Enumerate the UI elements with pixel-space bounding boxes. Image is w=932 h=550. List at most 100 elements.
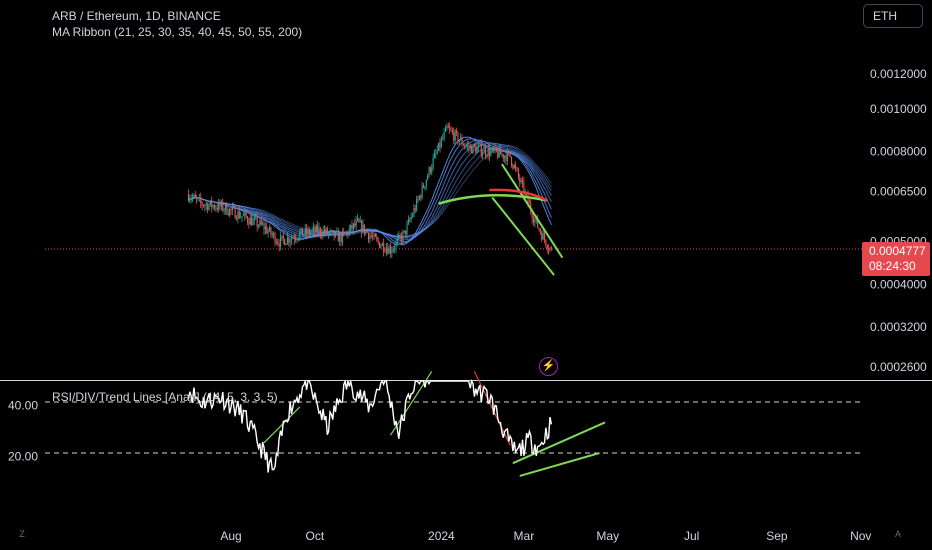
candle-body — [542, 233, 544, 240]
candle-body — [380, 245, 382, 248]
candle-body — [377, 239, 379, 242]
candle-body — [434, 153, 436, 158]
candle-body — [489, 148, 491, 156]
price-pane[interactable]: 0.0012000 0.0010000 0.0008000 0.0006500 0.00… — [45, 67, 927, 374]
candle-body — [418, 196, 420, 200]
ma-ribbon-legend[interactable]: MA Ribbon (21, 25, 30, 35, 40, 45, 50, 5… — [52, 25, 303, 39]
candle-body — [423, 185, 425, 188]
candle-body — [451, 130, 453, 133]
candle-body — [462, 144, 464, 146]
countdown-timer: 08:24:30 — [869, 259, 916, 273]
trend-line-lower — [491, 196, 555, 276]
candle-body — [269, 227, 271, 232]
rsi-line — [187, 378, 553, 473]
candle-body — [200, 197, 202, 203]
candle-body — [512, 164, 514, 168]
candle-body — [390, 247, 392, 254]
candle-body — [297, 238, 299, 240]
candle-body — [318, 228, 320, 233]
candle-body — [454, 130, 456, 141]
candle-body — [299, 232, 301, 239]
auto-scale-toggle[interactable]: A — [894, 529, 901, 539]
candle-body — [517, 169, 519, 177]
candle-body — [363, 224, 365, 234]
candle-body — [421, 185, 423, 198]
candle-body — [416, 198, 418, 211]
candle-body — [207, 203, 209, 210]
candle-body — [443, 131, 445, 139]
candle-body — [483, 148, 485, 153]
candle-body — [205, 203, 207, 206]
candle-body — [201, 202, 203, 206]
candle-body — [420, 196, 422, 198]
candle-body — [425, 180, 427, 187]
candle-body — [337, 231, 339, 242]
candle-body — [267, 231, 269, 234]
candle-body — [494, 147, 496, 151]
candle-body — [549, 247, 551, 250]
candle-body — [361, 220, 363, 233]
price-tick-label: 0.0008000 — [870, 145, 927, 159]
candle-body — [319, 228, 321, 234]
candle-body — [249, 217, 251, 225]
currency-button[interactable]: ETH — [863, 4, 923, 28]
candle-body — [347, 231, 349, 235]
candle-body — [395, 241, 397, 248]
candle-body — [501, 154, 503, 155]
candle-body — [270, 227, 272, 235]
candle-body — [286, 237, 288, 244]
candle-body — [196, 197, 198, 199]
time-tick-label: Oct — [306, 529, 325, 543]
candle-body — [520, 180, 522, 183]
candle-body — [259, 220, 261, 226]
time-axis[interactable]: Aug Oct 2024 Mar May Jul Sep Nov — [220, 529, 871, 543]
candle-body — [392, 248, 394, 251]
candle-body — [296, 239, 298, 241]
rsi-pane[interactable]: 40.00 20.00 — [8, 371, 862, 477]
candle-body — [280, 236, 282, 247]
rsi-trend-upper — [512, 421, 606, 465]
price-tick-label: 0.0003200 — [870, 320, 927, 334]
candle-body — [534, 219, 536, 223]
candle-body — [505, 155, 507, 162]
lightning-icon[interactable]: ⚡ — [539, 357, 558, 376]
candle-body — [373, 233, 375, 237]
candle-body — [490, 150, 492, 156]
candle-body — [537, 218, 539, 228]
candle-body — [348, 229, 350, 235]
candle-body — [531, 211, 533, 219]
candle-body — [214, 205, 216, 209]
candle-body — [366, 230, 368, 233]
candle-body — [293, 237, 295, 240]
candle-body — [469, 145, 471, 148]
candle-body — [302, 228, 304, 236]
candle-body — [355, 220, 357, 226]
symbol-title[interactable]: ARB / Ethereum, 1D, BINANCE — [52, 9, 221, 23]
candle-body — [362, 224, 364, 233]
candle-body — [300, 228, 302, 233]
candle-body — [385, 248, 387, 252]
candle-body — [473, 144, 475, 147]
candle-body — [325, 228, 327, 233]
candle-body — [506, 151, 508, 162]
candle-body — [476, 147, 478, 153]
candle-body — [432, 157, 434, 168]
rsi-legend[interactable]: RSI/DIV/Trend Lines [Anan] (14, 5, 3, 3,… — [52, 390, 278, 404]
candle-body — [273, 233, 275, 235]
log-scale-toggle-left[interactable]: Z — [19, 529, 25, 539]
candle-body — [479, 144, 481, 146]
price-tick-label: 0.0004000 — [870, 277, 927, 291]
rsi-trend-lines — [263, 371, 606, 477]
candle-body — [245, 212, 247, 218]
candle-body — [212, 205, 214, 208]
candle-body — [281, 235, 283, 237]
candle-body — [491, 147, 493, 151]
candle-body — [478, 145, 480, 148]
candle-body — [310, 232, 312, 235]
candle-body — [233, 207, 235, 209]
candle-body — [533, 218, 535, 223]
candle-body — [324, 229, 326, 233]
last-price-value: 0.0004777 — [869, 244, 926, 258]
candle-body — [457, 132, 459, 143]
